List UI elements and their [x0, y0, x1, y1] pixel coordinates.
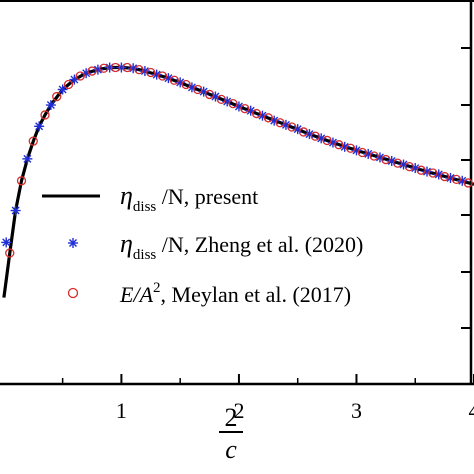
zheng-point	[374, 152, 385, 163]
meylan-point	[381, 154, 391, 165]
meylan-point	[228, 98, 238, 109]
x-label-denominator: c	[225, 435, 237, 464]
meylan-point	[75, 71, 85, 81]
zheng-point	[22, 153, 33, 164]
zheng-point	[151, 69, 162, 80]
meylan-point	[146, 67, 156, 78]
zheng-point	[10, 205, 21, 216]
x-tick-label: 3	[351, 398, 362, 423]
zheng-point	[433, 169, 444, 180]
zheng-point	[351, 145, 362, 156]
legend-label-present: ηdiss /N, present	[120, 181, 258, 215]
zheng-point	[398, 159, 409, 170]
series-1	[1, 62, 468, 248]
zheng-point	[257, 110, 268, 121]
meylan-point	[122, 62, 132, 73]
meylan-point	[451, 174, 462, 185]
meylan-point	[439, 171, 450, 182]
zheng-point	[327, 137, 338, 148]
zheng-point	[410, 163, 421, 174]
meylan-point	[369, 151, 379, 161]
series-layer	[1, 62, 474, 298]
meylan-point	[298, 127, 309, 137]
zheng-point	[339, 141, 350, 152]
x-axis-label: 2c	[219, 403, 243, 464]
meylan-point	[251, 108, 262, 119]
legend-label-meylan: E/A2, Meylan et al. (2017)	[119, 280, 351, 307]
meylan-point	[52, 91, 62, 102]
meylan-point	[204, 89, 215, 100]
meylan-point	[157, 71, 168, 81]
zheng-point	[175, 77, 186, 88]
meylan-point	[275, 118, 285, 128]
meylan-point	[40, 110, 50, 120]
meylan-point	[322, 135, 332, 146]
zheng-point	[304, 129, 315, 140]
zheng-point	[280, 119, 291, 130]
zheng-point	[363, 148, 374, 159]
meylan-point	[345, 143, 356, 153]
meylan-point	[63, 79, 74, 90]
zheng-point	[222, 96, 233, 107]
meylan-point	[87, 66, 97, 76]
zheng-point	[34, 121, 45, 132]
zheng-point	[92, 64, 103, 75]
meylan-point	[392, 158, 403, 168]
meylan-point	[5, 248, 15, 258]
zheng-point	[316, 133, 327, 144]
zheng-point	[457, 175, 468, 186]
legend: ηdiss /N, present ηdiss /N, Zheng et al. …	[42, 181, 363, 307]
legend-marker-meylan	[67, 287, 79, 299]
meylan-point	[240, 103, 250, 114]
y-ticks-right	[461, 47, 471, 329]
meylan-point	[310, 131, 320, 141]
legend-marker-zheng	[68, 238, 78, 248]
meylan-point	[99, 63, 109, 73]
x-tick-label: 4	[469, 398, 474, 423]
meylan-point	[404, 161, 415, 172]
meylan-point	[334, 140, 344, 150]
meylan-point	[416, 165, 426, 175]
zheng-point	[386, 155, 397, 166]
axes-frame	[0, 0, 474, 386]
meylan-point	[134, 64, 144, 75]
meylan-point	[28, 136, 38, 146]
x-ticks: 1 2 3 4	[61, 374, 474, 423]
meylan-point	[16, 176, 27, 186]
meylan-point	[110, 62, 121, 73]
meylan-point	[193, 84, 203, 95]
zheng-point	[445, 172, 456, 183]
meylan-point	[357, 147, 367, 158]
zheng-point	[163, 73, 174, 84]
zheng-point	[45, 100, 56, 111]
meylan-point	[181, 79, 191, 90]
x-label-numerator: 2	[225, 403, 238, 432]
x-tick-label: 1	[116, 398, 127, 423]
x-tick-label: 2	[233, 398, 244, 423]
legend-label-zheng: ηdiss /N, Zheng et al. (2020)	[120, 229, 363, 263]
meylan-point	[263, 113, 273, 123]
series-2	[5, 62, 473, 258]
meylan-point	[287, 122, 297, 132]
meylan-point	[428, 168, 438, 178]
zheng-point	[421, 166, 432, 177]
meylan-point	[216, 94, 226, 105]
meylan-point	[169, 75, 179, 85]
zheng-point	[139, 66, 150, 77]
meylan-point	[463, 178, 473, 188]
zheng-point	[1, 237, 12, 248]
